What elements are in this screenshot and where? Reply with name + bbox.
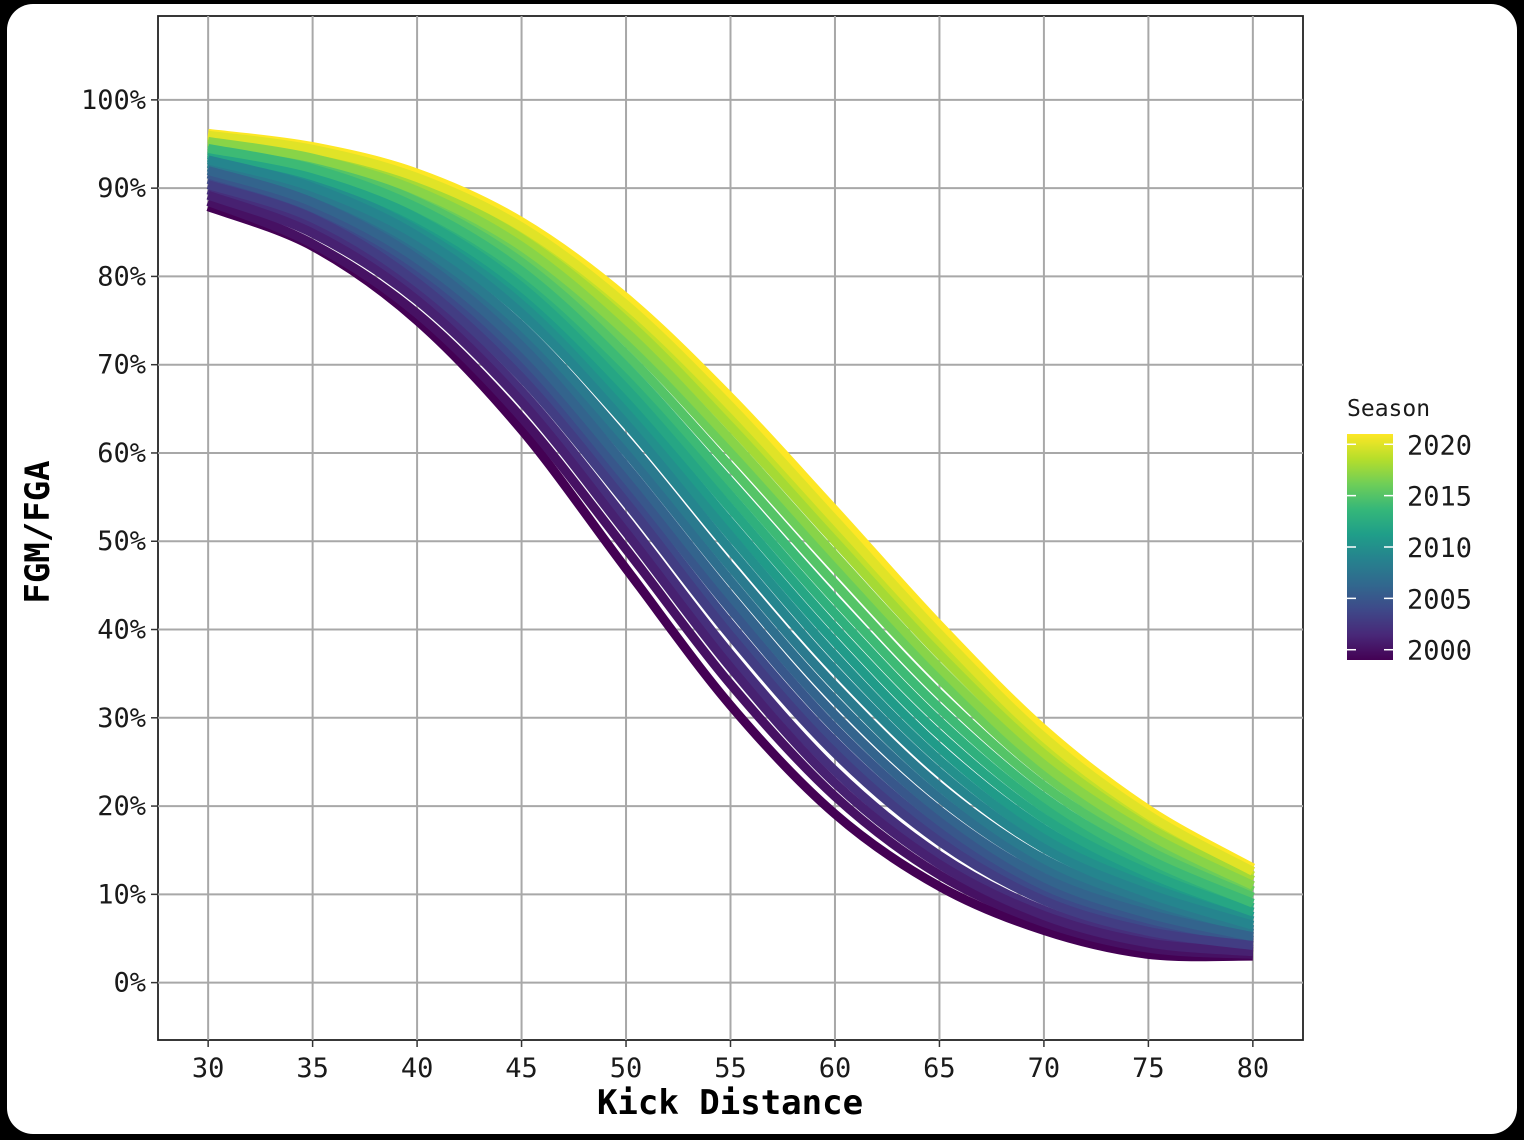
- x-axis-ticks: 30 35 40 45 50 55 60 65 70 75 80: [192, 1040, 1269, 1084]
- y-tick-label: 80%: [97, 261, 146, 292]
- legend-break-label: 2000: [1407, 636, 1472, 667]
- legend-break-label: 2005: [1407, 584, 1472, 615]
- season-line-2018: [207, 134, 1255, 885]
- season-line-2005: [206, 169, 1254, 945]
- legend-break-label: 2010: [1407, 533, 1472, 564]
- season-line-2020: [207, 130, 1256, 876]
- y-tick-label: 50%: [97, 526, 146, 557]
- y-axis-ticks: 0% 10% 20% 30% 40% 50% 60% 70% 80% 90% 100%: [81, 85, 158, 999]
- season-line-2008: [206, 159, 1255, 935]
- series-lines: [206, 128, 1256, 962]
- season-line-2009: [206, 155, 1255, 930]
- season-line-1999: [206, 202, 1253, 962]
- x-tick-label: 50: [610, 1053, 643, 1084]
- x-tick-label: 60: [819, 1053, 852, 1084]
- legend-break-label: 2020: [1407, 430, 1472, 461]
- season-line-2007: [206, 162, 1254, 938]
- x-tick-label: 55: [714, 1053, 747, 1084]
- y-tick-label: 10%: [97, 879, 146, 910]
- season-line-2003: [206, 180, 1254, 950]
- y-tick-label: 40%: [97, 615, 146, 646]
- x-tick-label: 45: [505, 1053, 538, 1084]
- y-tick-label: 30%: [97, 703, 146, 734]
- season-line-2011: [207, 150, 1255, 921]
- y-axis-title: FGM/FGA: [18, 460, 58, 603]
- season-line-2000: [206, 197, 1254, 959]
- x-tick-label: 70: [1028, 1053, 1061, 1084]
- x-axis-title: Kick Distance: [597, 1083, 863, 1123]
- season-line-2004: [206, 175, 1254, 948]
- x-tick-label: 65: [923, 1053, 956, 1084]
- legend-break-label: 2015: [1407, 482, 1472, 513]
- season-line-2015: [207, 141, 1255, 902]
- x-tick-label: 35: [296, 1053, 329, 1084]
- y-tick-label: 70%: [97, 350, 146, 381]
- legend-breaks: 2000 2005 2010 2015 2020: [1347, 430, 1472, 667]
- season-line-2001: [206, 190, 1254, 957]
- season-legend: Season 2000 2005 2010 2015 2020: [1347, 396, 1472, 667]
- legend-title: Season: [1347, 396, 1430, 422]
- season-line-2012: [207, 148, 1255, 917]
- y-tick-label: 100%: [81, 85, 146, 116]
- x-tick-label: 80: [1237, 1053, 1270, 1084]
- chart-card: 30 35 40 45 50 55 60 65 70 75 80 0% 10% 20% 30% 40% 50%…: [7, 4, 1517, 1134]
- y-tick-label: 90%: [97, 173, 146, 204]
- season-line-2006: [206, 166, 1254, 942]
- season-line-2014: [207, 143, 1255, 908]
- x-tick-label: 30: [192, 1053, 225, 1084]
- x-tick-label: 75: [1132, 1053, 1165, 1084]
- fg-percentage-chart: 30 35 40 45 50 55 60 65 70 75 80 0% 10% 20% 30% 40% 50%…: [18, 15, 1472, 1123]
- season-line-2002: [206, 185, 1254, 954]
- y-tick-label: 60%: [97, 438, 146, 469]
- x-tick-label: 40: [401, 1053, 434, 1084]
- y-tick-label: 0%: [113, 968, 146, 999]
- y-tick-label: 20%: [97, 791, 146, 822]
- season-line-2017: [207, 136, 1255, 890]
